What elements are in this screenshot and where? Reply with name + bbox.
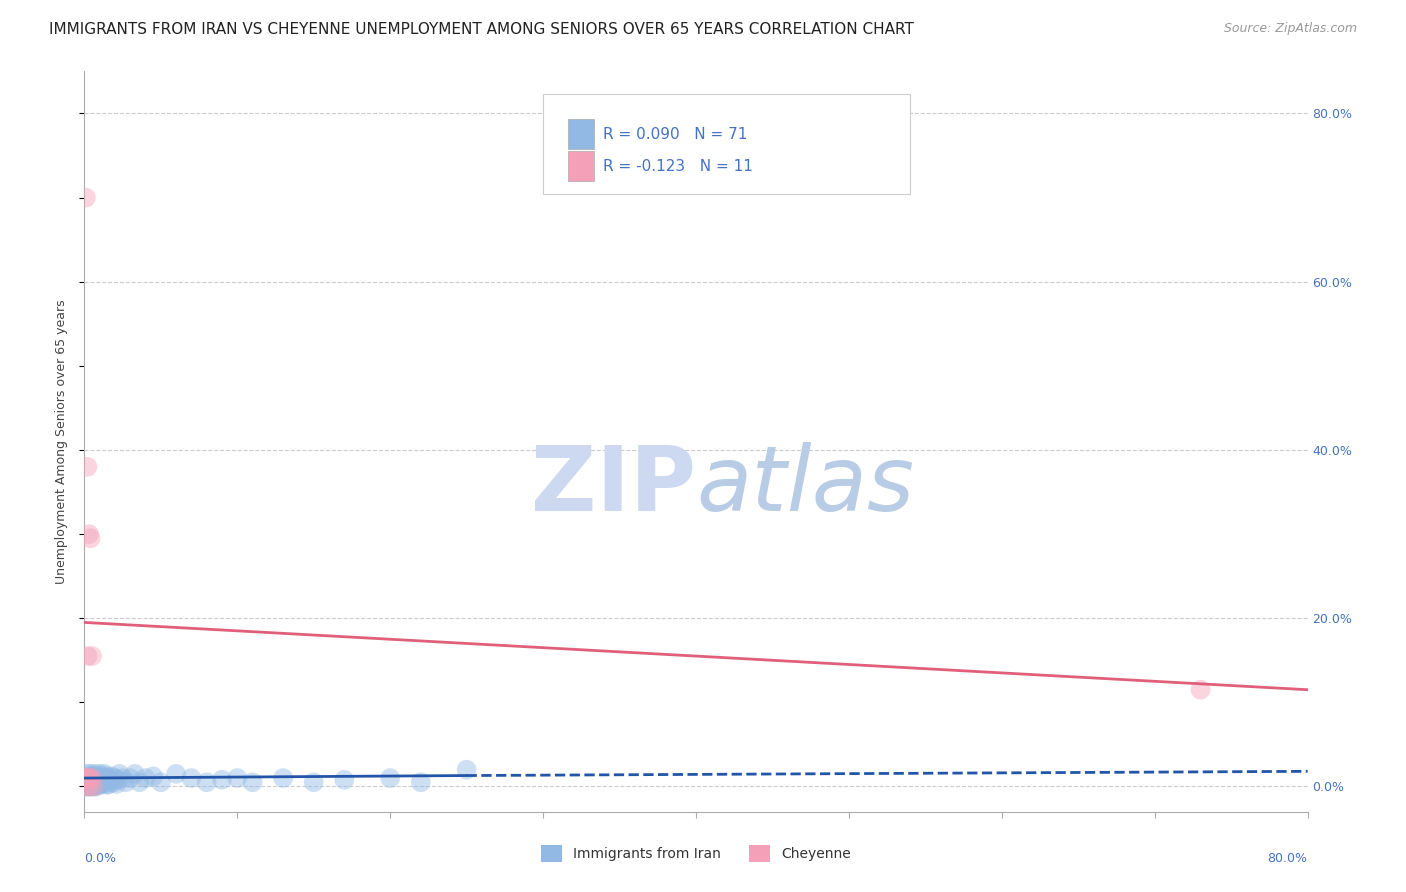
Point (128, 775, 150, 789)
Point (165, 767, 187, 781)
Point (77, 769, 100, 783)
Point (135, 771, 157, 785)
Point (77, 772, 100, 787)
Point (142, 769, 165, 783)
Point (79, 780, 101, 794)
Point (93, 777, 115, 791)
Legend: Immigrants from Iran, Cheyenne: Immigrants from Iran, Cheyenne (536, 839, 856, 868)
Point (83, 780, 105, 794)
Text: R = -0.123   N = 11: R = -0.123 N = 11 (603, 159, 752, 174)
Point (89, 767, 111, 781)
Point (76, 459, 98, 474)
FancyBboxPatch shape (568, 120, 595, 149)
Point (89, 772, 111, 787)
Point (77, 780, 100, 794)
Point (75, 771, 97, 785)
FancyBboxPatch shape (568, 152, 595, 181)
Point (76, 649, 98, 664)
Point (80, 771, 103, 785)
Point (83, 780, 105, 794)
Point (120, 771, 142, 785)
Point (86, 776, 108, 790)
Point (80, 780, 103, 794)
Text: R = 0.090   N = 71: R = 0.090 N = 71 (603, 127, 748, 142)
Point (76, 780, 98, 794)
Point (91, 769, 114, 783)
Point (79, 531, 101, 545)
Point (86, 780, 108, 794)
Point (76, 775, 98, 789)
Point (456, 763, 478, 777)
Point (180, 771, 202, 785)
Point (76, 771, 98, 785)
Point (96, 769, 118, 783)
Point (77, 771, 100, 785)
Point (84, 767, 107, 781)
Point (77, 777, 100, 791)
Point (101, 769, 124, 783)
Point (114, 775, 136, 789)
Point (76, 771, 98, 785)
Point (98, 772, 121, 787)
Point (111, 771, 134, 785)
Point (107, 772, 129, 787)
Text: Source: ZipAtlas.com: Source: ZipAtlas.com (1223, 22, 1357, 36)
Point (75, 780, 97, 794)
Point (108, 767, 131, 781)
Point (211, 772, 233, 787)
Point (84, 779, 107, 793)
Point (333, 772, 356, 787)
Point (93, 767, 115, 781)
Point (76, 767, 98, 781)
Point (90, 771, 112, 785)
Point (84, 772, 107, 787)
Point (77, 527, 100, 541)
Point (104, 771, 127, 785)
Text: 80.0%: 80.0% (1268, 853, 1308, 865)
Point (89, 778, 111, 792)
Point (79, 771, 101, 785)
Point (96, 778, 118, 792)
Point (94, 771, 117, 785)
Point (124, 767, 146, 781)
Point (1189, 682, 1212, 697)
Point (87, 777, 110, 791)
Point (409, 775, 432, 789)
Point (83, 775, 105, 789)
Point (97, 777, 120, 791)
Point (226, 771, 249, 785)
Point (75, 778, 97, 792)
Point (80, 771, 103, 785)
Text: ZIP: ZIP (531, 442, 696, 530)
Point (75, 190, 97, 204)
Point (77, 780, 100, 794)
Text: IMMIGRANTS FROM IRAN VS CHEYENNE UNEMPLOYMENT AMONG SENIORS OVER 65 YEARS CORREL: IMMIGRANTS FROM IRAN VS CHEYENNE UNEMPLO… (49, 22, 914, 37)
Point (97, 771, 120, 785)
Point (91, 775, 114, 789)
Y-axis label: Unemployment Among Seniors over 65 years: Unemployment Among Seniors over 65 years (55, 299, 69, 584)
Point (83, 769, 105, 783)
Point (105, 777, 128, 791)
Point (87, 771, 110, 785)
Point (75, 771, 97, 785)
Point (90, 777, 112, 791)
Point (149, 775, 172, 789)
Text: atlas: atlas (696, 442, 914, 530)
Point (75, 775, 97, 789)
Point (103, 775, 125, 789)
Point (242, 775, 264, 789)
Point (86, 769, 108, 783)
Point (380, 771, 402, 785)
Point (271, 771, 294, 785)
Point (79, 767, 101, 781)
Point (76, 778, 98, 792)
Point (195, 775, 218, 789)
Point (80, 777, 103, 791)
Point (80, 649, 103, 664)
Point (79, 774, 101, 789)
Text: 0.0%: 0.0% (84, 853, 117, 865)
Point (302, 775, 325, 789)
FancyBboxPatch shape (543, 94, 910, 194)
Point (75, 780, 97, 794)
